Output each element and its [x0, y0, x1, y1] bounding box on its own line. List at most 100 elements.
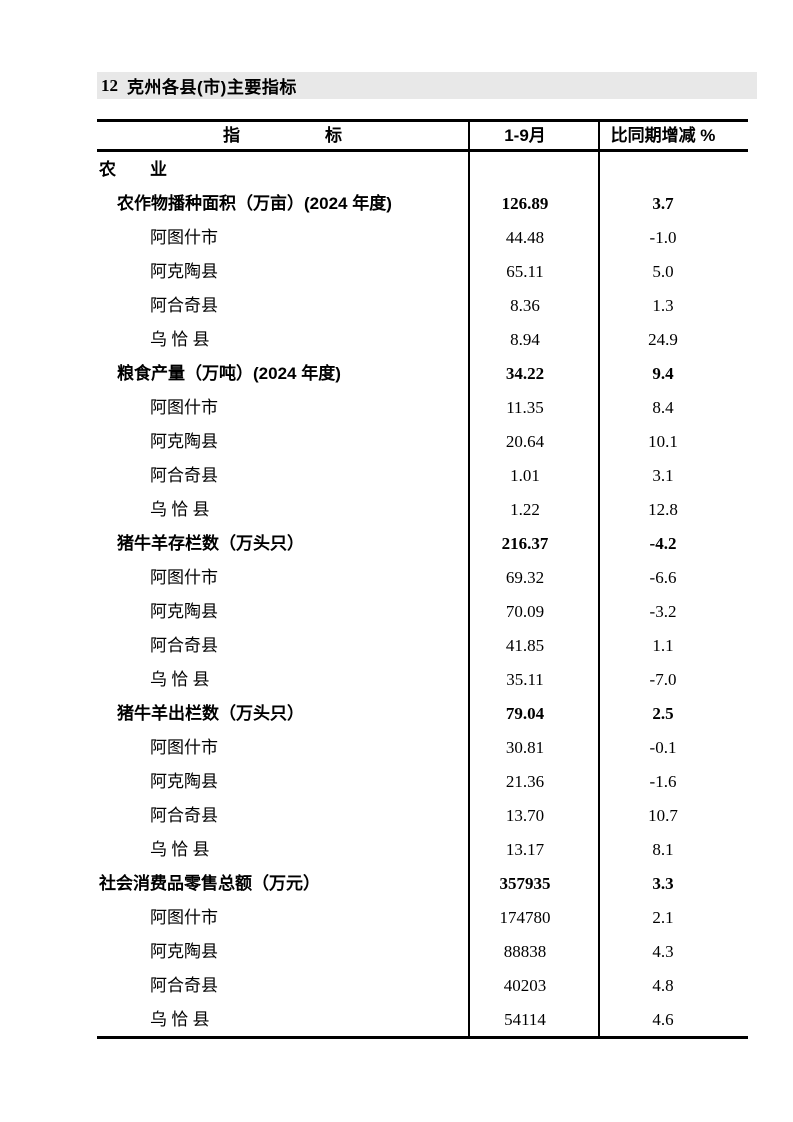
- col-header-period: 1-9月: [468, 122, 598, 149]
- row-label: 阿克陶县: [150, 771, 218, 791]
- cell-change: 3.1: [598, 458, 748, 492]
- cell-change: -4.2: [598, 526, 748, 560]
- row-label: 猪牛羊出栏数（万头只）: [117, 703, 304, 723]
- cell-change: 2.5: [598, 696, 748, 730]
- page-number: 12: [101, 75, 118, 95]
- cell-period: 30.81: [468, 730, 598, 764]
- cell-period: 11.35: [468, 390, 598, 424]
- cell-change: 2.1: [598, 900, 748, 934]
- cell-change: 10.1: [598, 424, 748, 458]
- row-label: 阿克陶县: [150, 431, 218, 451]
- cell-period: 35.11: [468, 662, 598, 696]
- row-label: 乌 恰 县: [150, 839, 210, 859]
- row-label: 阿合奇县: [150, 465, 218, 485]
- table-row-county: 阿图什市 174780 2.1: [97, 900, 748, 934]
- row-label: 阿克陶县: [150, 601, 218, 621]
- row-label: 粮食产量（万吨）(2024 年度): [117, 363, 341, 383]
- table-row-county: 阿合奇县 1.01 3.1: [97, 458, 748, 492]
- page-title-bar: 12 克州各县(市)主要指标: [97, 72, 757, 99]
- cell-change: 4.6: [598, 1002, 748, 1036]
- table-row-county: 阿合奇县 13.70 10.7: [97, 798, 748, 832]
- cell-change: 4.8: [598, 968, 748, 1002]
- table-row-county: 阿克陶县 21.36 -1.6: [97, 764, 748, 798]
- row-label: 乌 恰 县: [150, 1009, 210, 1029]
- table-row-county: 乌 恰 县 54114 4.6: [97, 1002, 748, 1036]
- cell-change: 8.1: [598, 832, 748, 866]
- cell-period: 13.17: [468, 832, 598, 866]
- stats-table: 指 标 1-9月 比同期增减 % 农 业 农作物播种面积（万亩）(2024 年度…: [97, 119, 748, 1039]
- table-row-county: 乌 恰 县 13.17 8.1: [97, 832, 748, 866]
- table-row-county: 阿合奇县 41.85 1.1: [97, 628, 748, 662]
- row-label: 乌 恰 县: [150, 669, 210, 689]
- row-label: 阿合奇县: [150, 635, 218, 655]
- cell-change: -7.0: [598, 662, 748, 696]
- table-row-county: 阿图什市 11.35 8.4: [97, 390, 748, 424]
- row-label: 阿图什市: [150, 907, 218, 927]
- row-label: 阿图什市: [150, 227, 218, 247]
- table-row-indicator: 农作物播种面积（万亩）(2024 年度) 126.89 3.7: [97, 186, 748, 220]
- cell-period: [468, 152, 598, 186]
- table-row-county: 阿合奇县 8.36 1.3: [97, 288, 748, 322]
- table-row-county: 阿图什市 69.32 -6.6: [97, 560, 748, 594]
- cell-period: 44.48: [468, 220, 598, 254]
- cell-period: 357935: [468, 866, 598, 900]
- table-row-indicator: 粮食产量（万吨）(2024 年度) 34.22 9.4: [97, 356, 748, 390]
- cell-period: 54114: [468, 1002, 598, 1036]
- cell-period: 216.37: [468, 526, 598, 560]
- cell-period: 34.22: [468, 356, 598, 390]
- cell-period: 1.22: [468, 492, 598, 526]
- cell-change: 3.3: [598, 866, 748, 900]
- cell-period: 1.01: [468, 458, 598, 492]
- cell-change: 1.1: [598, 628, 748, 662]
- row-label: 阿合奇县: [150, 295, 218, 315]
- table-row-county: 阿克陶县 65.11 5.0: [97, 254, 748, 288]
- row-label: 猪牛羊存栏数（万头只）: [117, 533, 304, 553]
- row-label: 农 业: [99, 159, 167, 179]
- row-label: 阿克陶县: [150, 261, 218, 281]
- cell-period: 40203: [468, 968, 598, 1002]
- cell-period: 79.04: [468, 696, 598, 730]
- cell-change: -1.6: [598, 764, 748, 798]
- cell-change: -0.1: [598, 730, 748, 764]
- row-label: 农作物播种面积（万亩）(2024 年度): [117, 193, 392, 213]
- page-title: 克州各县(市)主要指标: [127, 78, 297, 97]
- cell-change: -6.6: [598, 560, 748, 594]
- row-label: 阿图什市: [150, 397, 218, 417]
- cell-period: 13.70: [468, 798, 598, 832]
- col-header-indicator: 指 标: [223, 126, 342, 145]
- table-row-county: 阿图什市 30.81 -0.1: [97, 730, 748, 764]
- cell-change: 8.4: [598, 390, 748, 424]
- cell-period: 21.36: [468, 764, 598, 798]
- row-label: 阿图什市: [150, 737, 218, 757]
- cell-change: 3.7: [598, 186, 748, 220]
- cell-change: 24.9: [598, 322, 748, 356]
- cell-change: -3.2: [598, 594, 748, 628]
- cell-period: 41.85: [468, 628, 598, 662]
- cell-change: 12.8: [598, 492, 748, 526]
- cell-period: 8.94: [468, 322, 598, 356]
- table-header-row: 指 标 1-9月 比同期增减 %: [97, 122, 748, 152]
- row-label: 阿合奇县: [150, 975, 218, 995]
- cell-period: 20.64: [468, 424, 598, 458]
- row-label: 社会消费品零售总额（万元）: [99, 873, 320, 893]
- cell-period: 126.89: [468, 186, 598, 220]
- row-label: 阿图什市: [150, 567, 218, 587]
- row-label: 乌 恰 县: [150, 329, 210, 349]
- cell-change: 4.3: [598, 934, 748, 968]
- cell-change: 9.4: [598, 356, 748, 390]
- table-row-indicator: 猪牛羊出栏数（万头只） 79.04 2.5: [97, 696, 748, 730]
- cell-period: 70.09: [468, 594, 598, 628]
- cell-period: 174780: [468, 900, 598, 934]
- table-row-county: 阿克陶县 88838 4.3: [97, 934, 748, 968]
- table-row-county: 阿克陶县 20.64 10.1: [97, 424, 748, 458]
- table-row-county: 阿克陶县 70.09 -3.2: [97, 594, 748, 628]
- cell-change: 10.7: [598, 798, 748, 832]
- cell-period: 69.32: [468, 560, 598, 594]
- cell-period: 65.11: [468, 254, 598, 288]
- table-row-county: 阿合奇县 40203 4.8: [97, 968, 748, 1002]
- table-row-county: 乌 恰 县 1.22 12.8: [97, 492, 748, 526]
- table-row-county: 乌 恰 县 35.11 -7.0: [97, 662, 748, 696]
- row-label: 阿克陶县: [150, 941, 218, 961]
- cell-period: 88838: [468, 934, 598, 968]
